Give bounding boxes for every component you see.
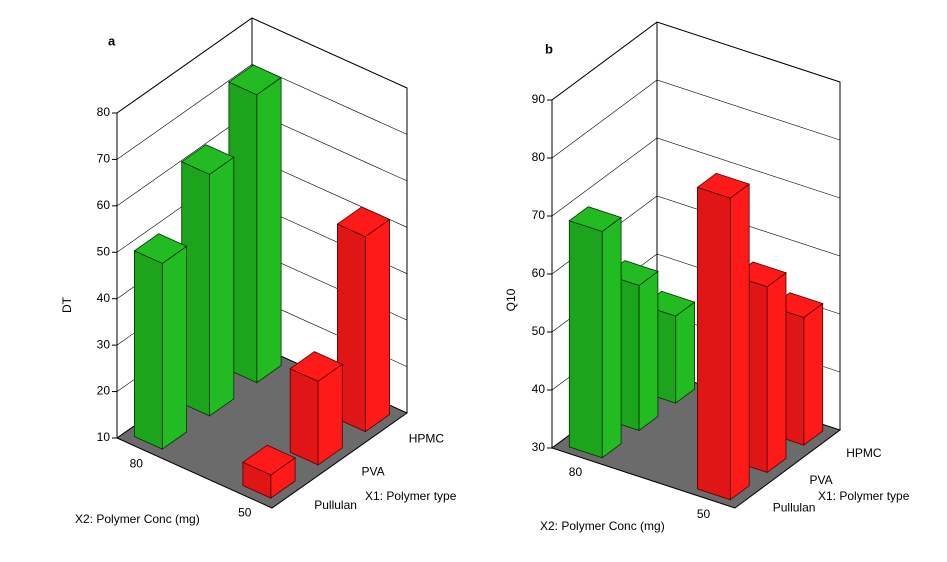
grid-line	[551, 79, 841, 159]
bar-face	[256, 76, 282, 384]
z-tick-label: 70	[532, 208, 546, 222]
z-axis-label: DT	[60, 296, 74, 313]
z-tick-label: 70	[97, 152, 111, 166]
bar-shade	[181, 161, 210, 416]
x-tick-label: Pullulan	[773, 500, 816, 514]
bar-shade	[228, 82, 257, 383]
bar-face	[675, 301, 695, 404]
bar-shade	[290, 368, 319, 465]
grid-line	[116, 64, 408, 160]
z-axis-label: Q10	[504, 288, 518, 311]
bar-shade	[242, 462, 271, 499]
bar-top	[242, 444, 296, 476]
bar-top	[289, 351, 344, 382]
y-axis-label: X2: Polymer Conc (mg)	[540, 519, 665, 533]
bar-face	[803, 302, 824, 446]
x-tick-label: HPMC	[409, 431, 445, 445]
bar-face	[638, 270, 659, 432]
x-axis-label: X1: Polymer type	[818, 489, 910, 503]
y-tick-label: 50	[697, 507, 711, 521]
bar-face	[161, 245, 188, 450]
z-tick-label: 60	[97, 198, 111, 212]
bar-face	[364, 218, 391, 433]
bar	[289, 351, 344, 466]
bar-top	[180, 144, 235, 175]
bar-shade	[697, 187, 731, 500]
bar	[180, 144, 235, 417]
bar	[228, 64, 282, 384]
z-tick-label: 80	[97, 105, 111, 119]
y-tick-label: 50	[238, 506, 252, 520]
grid-line	[116, 17, 408, 114]
panel-title: b	[545, 41, 553, 56]
z-tick-label: 30	[97, 337, 111, 351]
z-tick-label: 30	[532, 440, 546, 454]
z-tick-label: 50	[97, 244, 111, 258]
bar-top	[696, 172, 751, 199]
bar-face	[766, 272, 787, 474]
bar	[696, 172, 751, 501]
z-tick-label: 40	[532, 382, 546, 396]
x-axis-label: X1: Polymer type	[365, 489, 457, 503]
bar-shade	[134, 250, 163, 450]
x-tick-label: PVA	[362, 465, 385, 479]
panel: b 30 40 50 60 70 80 90 Q10 Pullulan PVA HPMC 80 50 X1:…	[504, 21, 910, 533]
z-tick-label: 60	[532, 266, 546, 280]
bar-face	[209, 156, 235, 417]
bar-face	[317, 363, 343, 466]
bar-top	[133, 233, 188, 264]
bar	[242, 444, 296, 499]
bar-face	[601, 216, 622, 459]
y-axis-label: X2: Polymer Conc (mg)	[75, 512, 200, 526]
bar-shade	[337, 224, 366, 432]
grid-line	[551, 21, 841, 101]
x-tick-label: Pullulan	[314, 498, 357, 512]
bar	[336, 206, 391, 433]
x-tick-label: PVA	[810, 473, 833, 487]
bar-shade	[569, 220, 603, 458]
z-tick-label: 10	[97, 430, 111, 444]
z-tick-label: 50	[532, 324, 546, 338]
bar-top	[336, 206, 391, 238]
y-tick-label: 80	[569, 465, 583, 479]
x-tick-label: HPMC	[846, 446, 882, 460]
z-tick-label: 90	[532, 92, 546, 106]
bar-face	[729, 183, 750, 501]
z-tick-label: 20	[97, 384, 111, 398]
z-tick-label: 80	[532, 150, 546, 164]
panel: a 10 20 30 40 50 60 70 80 DT Pullulan PVA HPMC 80 50 X1…	[60, 17, 457, 526]
bar-top	[568, 206, 622, 232]
bar-top	[228, 64, 282, 96]
bar	[568, 206, 622, 459]
bar	[133, 233, 188, 450]
y-tick-label: 80	[130, 457, 144, 471]
z-tick-label: 40	[97, 291, 111, 305]
grid-line	[551, 137, 841, 217]
panel-title: a	[108, 33, 116, 48]
